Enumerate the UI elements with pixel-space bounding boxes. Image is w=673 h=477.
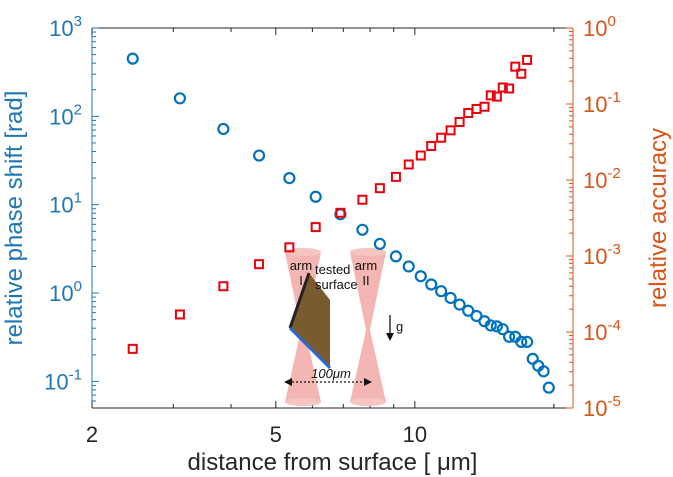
beam-arm-1-bottom <box>285 398 321 406</box>
beam-arm-2-top <box>350 248 386 256</box>
left-tick-label: 102 <box>49 101 82 129</box>
phase-shift-point <box>490 320 503 333</box>
accuracy-point <box>510 61 521 72</box>
phase-shift-point <box>425 278 438 291</box>
surface-edge-bottom <box>288 326 332 370</box>
accuracy-point <box>504 83 515 94</box>
accuracy-point <box>218 281 229 292</box>
accuracy-point <box>357 194 368 205</box>
accuracy-point <box>436 132 447 143</box>
left-tick-label: 10-1 <box>44 366 82 394</box>
left-axis-label: relative phase shift [rad] <box>1 91 28 346</box>
x-tick-label: 2 <box>86 422 98 447</box>
phase-shift-point <box>444 291 457 305</box>
right-tick-label: 10-1 <box>583 89 621 117</box>
accuracy-series <box>127 54 533 354</box>
x-axis-label: distance from surface [ μm] <box>188 449 478 476</box>
accuracy-point <box>445 125 456 136</box>
phase-shift-point <box>173 92 187 105</box>
phase-shift-point <box>453 298 466 311</box>
right-tick-label: 10-3 <box>583 241 621 269</box>
axes <box>91 27 574 409</box>
x-tick-label: 5 <box>270 422 282 447</box>
accuracy-point <box>335 207 346 218</box>
phase-shift-point <box>309 190 322 203</box>
accuracy-point <box>403 159 414 170</box>
phase-shift-point <box>252 149 266 162</box>
phase-shift-point <box>373 237 386 251</box>
left-tick-label: 101 <box>49 190 82 218</box>
accuracy-point <box>374 183 385 194</box>
right-tick-label: 10-2 <box>583 165 621 193</box>
phase-shift-point <box>126 52 139 65</box>
axis-labels: 2 5 10 10-1 100 101 102 103 10-5 10-4 10-3 10-2 10-1… <box>1 13 672 476</box>
phase-shift-point <box>542 381 555 394</box>
accuracy-point <box>415 150 426 161</box>
left-tick-label: 100 <box>49 278 82 306</box>
accuracy-point <box>497 82 508 93</box>
phase-shift-point <box>217 122 230 136</box>
accuracy-point <box>516 68 527 79</box>
phase-shift-point <box>515 335 528 348</box>
x-tick-label: 10 <box>403 422 427 447</box>
arm-1-label: arm I <box>290 258 312 288</box>
phase-shift-point <box>414 270 427 283</box>
beam-arm-2-bottom <box>350 398 386 406</box>
accuracy-point <box>284 242 295 253</box>
phase-shift-point <box>520 335 534 348</box>
phase-shift-point <box>503 330 516 343</box>
accuracy-point <box>174 309 185 320</box>
accuracy-point <box>454 116 465 127</box>
phase-shift-point <box>283 172 296 185</box>
phase-shift-point <box>496 323 509 336</box>
accuracy-point <box>463 108 474 119</box>
tested-surface <box>290 273 330 368</box>
accuracy-point <box>491 91 502 102</box>
spacing-label: 100μm <box>311 366 351 381</box>
accuracy-point <box>479 101 490 112</box>
accuracy-point <box>485 90 496 101</box>
gravity-arrow-head <box>386 333 394 341</box>
phase-shift-point <box>435 285 448 298</box>
accuracy-point <box>254 259 265 270</box>
right-tick-label: 10-4 <box>583 317 621 345</box>
left-tick-label: 103 <box>49 13 82 41</box>
surface-edge-top <box>288 272 311 329</box>
phase-shift-point <box>537 365 550 378</box>
right-tick-label: 10-5 <box>583 393 621 421</box>
accuracy-point <box>522 54 533 65</box>
accuracy-point <box>310 222 321 233</box>
spacing-arrow-right <box>364 378 372 386</box>
phase-shift-point <box>356 223 369 236</box>
right-axis-label: relative accuracy <box>645 128 672 308</box>
beam-arm-2 <box>350 252 386 402</box>
accuracy-point <box>471 103 482 114</box>
phase-shift-series <box>126 52 555 394</box>
right-tick-label: 100 <box>583 13 616 41</box>
phase-shift-point <box>402 260 415 273</box>
arm-2-label: arm II <box>355 258 377 288</box>
accuracy-point <box>390 171 401 182</box>
accuracy-point <box>426 141 437 152</box>
gravity-label: g <box>396 319 403 334</box>
tested-surface-label: tested surface <box>315 262 358 292</box>
phase-shift-point <box>389 250 403 263</box>
phase-shift-point <box>484 319 497 332</box>
phase-shift-point <box>462 304 475 317</box>
spacing-arrow-left <box>284 378 292 386</box>
accuracy-point <box>127 343 138 354</box>
